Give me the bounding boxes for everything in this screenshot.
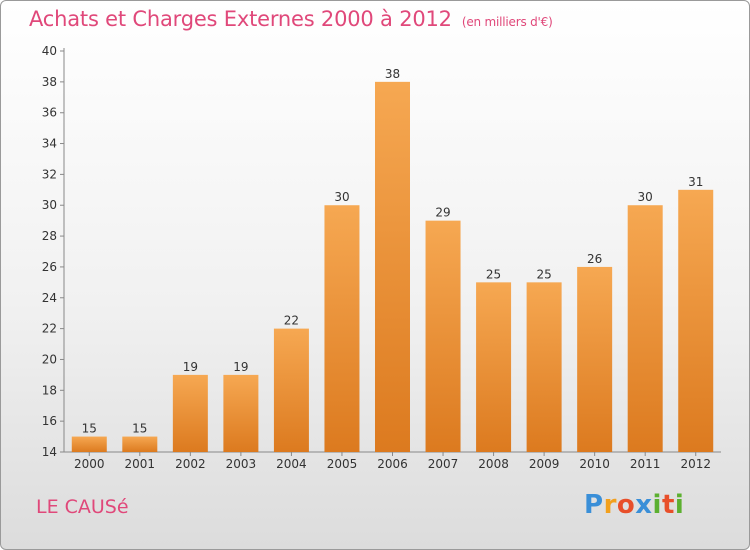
logo-letter: t [661,490,675,520]
y-tick-label: 24 [42,291,57,305]
x-tick-label: 2005 [327,457,358,471]
logo-letter: x [635,490,653,520]
data-label: 15 [82,422,97,436]
data-label: 25 [486,267,501,281]
logo-letter: o [616,490,636,520]
logo-letter: i [674,490,685,520]
bar [273,328,309,452]
data-label: 19 [183,360,198,374]
bar [223,374,259,452]
y-tick-label: 32 [42,167,57,181]
y-tick-label: 34 [42,137,57,151]
x-tick-label: 2001 [125,457,156,471]
chart-title: Achats et Charges Externes 2000 à 2012 (e… [29,7,553,31]
data-label: 30 [334,190,349,204]
y-tick-label: 26 [42,260,57,274]
logo-letter: i [652,490,662,520]
data-label: 26 [587,252,602,266]
bar [476,282,512,452]
bar [324,205,360,452]
y-tick-label: 16 [42,414,57,428]
bar [678,189,714,453]
data-label: 31 [688,175,703,189]
x-tick-label: 2011 [630,457,661,471]
logo-letter: r [603,490,617,520]
chart-title-text: Achats et Charges Externes 2000 à 2012 [29,7,452,31]
data-label: 22 [284,314,299,328]
y-tick-label: 14 [42,445,57,459]
commune-name: LE CAUSé [36,496,129,518]
x-tick-label: 2009 [529,457,560,471]
x-tick-label: 2000 [74,457,105,471]
bar [122,436,158,452]
bar [627,205,663,452]
y-tick-label: 36 [42,106,57,120]
y-tick-label: 30 [42,198,57,212]
data-label: 15 [132,422,147,436]
chart-subtitle: (en milliers d'€) [461,15,553,29]
y-tick-label: 38 [42,75,57,89]
bar [375,81,410,452]
data-label: 38 [385,67,400,81]
x-tick-label: 2012 [680,457,711,471]
data-label: 30 [638,190,653,204]
bar [71,436,107,452]
x-tick-label: 2010 [579,457,610,471]
data-label: 25 [536,267,551,281]
data-label: 19 [233,360,248,374]
x-tick-label: 2007 [428,457,459,471]
y-tick-label: 22 [42,322,57,336]
x-tick-label: 2004 [276,457,307,471]
y-tick-label: 18 [42,383,57,397]
bar [425,220,461,452]
data-label: 29 [435,206,450,220]
bar [526,282,562,452]
bar [577,266,613,452]
logo-letter: P [584,490,604,520]
proxiti-logo: Proxiti [584,490,684,520]
y-tick-label: 20 [42,352,57,366]
y-tick-label: 28 [42,229,57,243]
bar [172,374,208,452]
x-tick-label: 2006 [377,457,408,471]
x-tick-label: 2003 [226,457,257,471]
x-tick-label: 2002 [175,457,206,471]
y-tick-label: 40 [42,44,57,58]
x-tick-label: 2008 [478,457,509,471]
